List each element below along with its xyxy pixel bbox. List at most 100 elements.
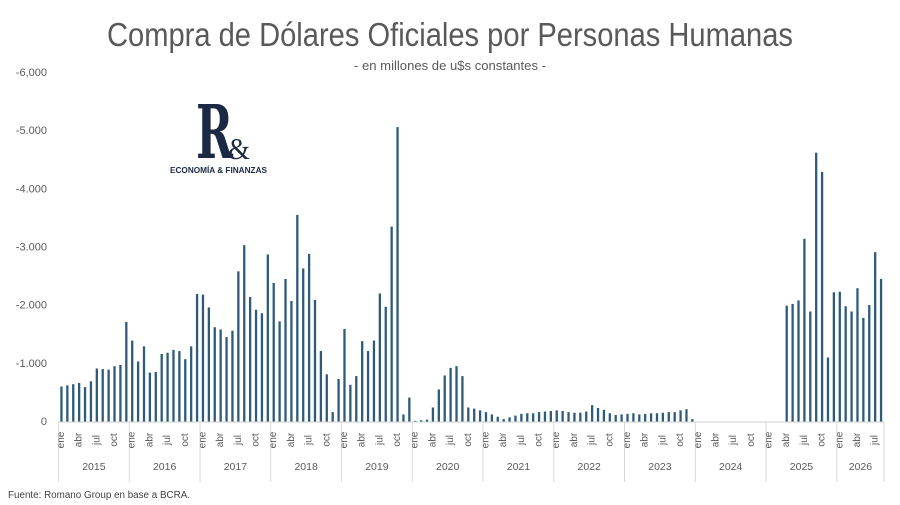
x-tick-label: oct — [534, 433, 545, 447]
y-tick-label: -2.000 — [16, 300, 47, 312]
bar-2023-06 — [655, 413, 659, 422]
bar-2020-04 — [431, 407, 435, 422]
x-tick-label: abr — [215, 432, 226, 447]
x-tick-label: jul — [657, 435, 668, 446]
bar-2023-10 — [679, 410, 682, 422]
bar-2015-03 — [72, 384, 75, 422]
y-tick-label: -6,000 — [16, 67, 47, 79]
y-tick-label: -1.000 — [16, 358, 47, 370]
bar-2021-02 — [490, 414, 494, 422]
bar-2016-02 — [136, 361, 140, 422]
bar-2018-12 — [337, 378, 340, 422]
bar-2016-03 — [142, 346, 146, 422]
bar-2025-04 — [785, 305, 788, 422]
bar-2021-12 — [549, 410, 552, 422]
bar-2020-08 — [455, 366, 458, 422]
bar-2018-07 — [307, 253, 311, 422]
x-tick-label: jul — [304, 435, 315, 446]
year-label-2026: 2026 — [849, 461, 873, 473]
bar-2021-03 — [496, 416, 499, 422]
x-tick-label: ene — [834, 431, 845, 448]
x-tick-label: ene — [551, 431, 562, 448]
bar-2015-11 — [119, 365, 122, 422]
bar-2018-11 — [331, 412, 334, 422]
bar-2025-09 — [815, 152, 818, 422]
bar-2016-09 — [178, 351, 181, 422]
bar-2015-05 — [83, 387, 87, 422]
year-label-2023: 2023 — [648, 461, 672, 473]
x-tick-label: jul — [728, 435, 739, 446]
bar-2018-10 — [325, 374, 328, 422]
bar-2026-06 — [868, 305, 871, 422]
bar-2017-12 — [266, 254, 269, 422]
x-tick-label: ene — [56, 431, 67, 448]
bar-2022-07 — [590, 405, 594, 422]
y-tick-label: -4.000 — [16, 183, 47, 195]
x-tick-label: ene — [268, 431, 279, 448]
bar-2022-02 — [561, 410, 564, 422]
x-tick-label: ene — [693, 431, 704, 448]
x-tick-label: oct — [463, 433, 474, 447]
y-tick-label: 0 — [41, 416, 47, 428]
bar-2018-05 — [296, 214, 299, 422]
bar-2019-12 — [408, 397, 411, 422]
bar-2017-02 — [207, 307, 211, 422]
x-tick-label: abr — [498, 432, 509, 447]
logo-ampersand: & — [228, 131, 250, 166]
logo: R & ECONOMÍA & FINANZAS — [170, 90, 267, 176]
bar-2019-01 — [343, 328, 346, 422]
y-tick-label: -3.000 — [16, 242, 47, 254]
x-tick-label: abr — [569, 432, 580, 447]
x-tick-label: jul — [91, 435, 102, 446]
bar-2019-07 — [378, 293, 382, 422]
bar-2017-11 — [260, 313, 264, 422]
bar-2016-07 — [166, 352, 169, 422]
year-label-2024: 2024 — [719, 461, 743, 473]
bar-2017-09 — [248, 296, 252, 422]
x-tick-label: abr — [357, 432, 368, 447]
bar-2022-03 — [567, 412, 570, 422]
bar-2021-01 — [484, 412, 488, 422]
bar-2020-03 — [425, 419, 429, 422]
chart-title: Compra de Dólares Oficiales por Personas… — [107, 16, 793, 53]
x-tick-label: abr — [710, 432, 721, 447]
bar-2017-05 — [225, 337, 228, 422]
bar-2016-01 — [131, 340, 134, 422]
bar-2017-03 — [213, 327, 216, 422]
bar-2018-06 — [302, 268, 305, 422]
bar-2015-04 — [77, 383, 81, 422]
bar-2020-07 — [449, 367, 452, 422]
year-label-2021: 2021 — [507, 461, 531, 473]
bar-2017-08 — [243, 245, 246, 422]
x-tick-label: oct — [180, 433, 191, 447]
bar-2017-04 — [219, 329, 222, 422]
bar-2015-02 — [66, 385, 69, 422]
bar-2015-07 — [95, 368, 98, 422]
bar-2023-08 — [667, 412, 670, 422]
bar-2016-04 — [148, 372, 152, 422]
bar-2020-10 — [467, 407, 470, 422]
x-tick-label: abr — [144, 432, 155, 447]
bar-2025-07 — [803, 238, 806, 422]
bar-2022-06 — [585, 411, 588, 422]
bar-2016-12 — [195, 294, 199, 422]
x-tick-label: abr — [427, 432, 438, 447]
bar-2019-02 — [349, 384, 352, 422]
x-tick-label: jul — [870, 435, 881, 446]
bar-2026-02 — [844, 306, 847, 422]
x-tick-label: ene — [339, 431, 350, 448]
bar-2020-02 — [419, 420, 423, 422]
bar-2023-09 — [673, 412, 676, 422]
x-tick-label: ene — [764, 431, 775, 448]
x-tick-label: oct — [109, 433, 120, 447]
bar-2025-11 — [826, 357, 830, 422]
bar-2020-06 — [443, 375, 446, 422]
bar-2023-11 — [685, 409, 688, 422]
bar-2022-05 — [579, 412, 582, 422]
bar-2015-01 — [60, 386, 63, 422]
bar-2016-10 — [184, 359, 187, 422]
x-tick-label: oct — [392, 433, 403, 447]
bar-2019-08 — [384, 306, 387, 422]
